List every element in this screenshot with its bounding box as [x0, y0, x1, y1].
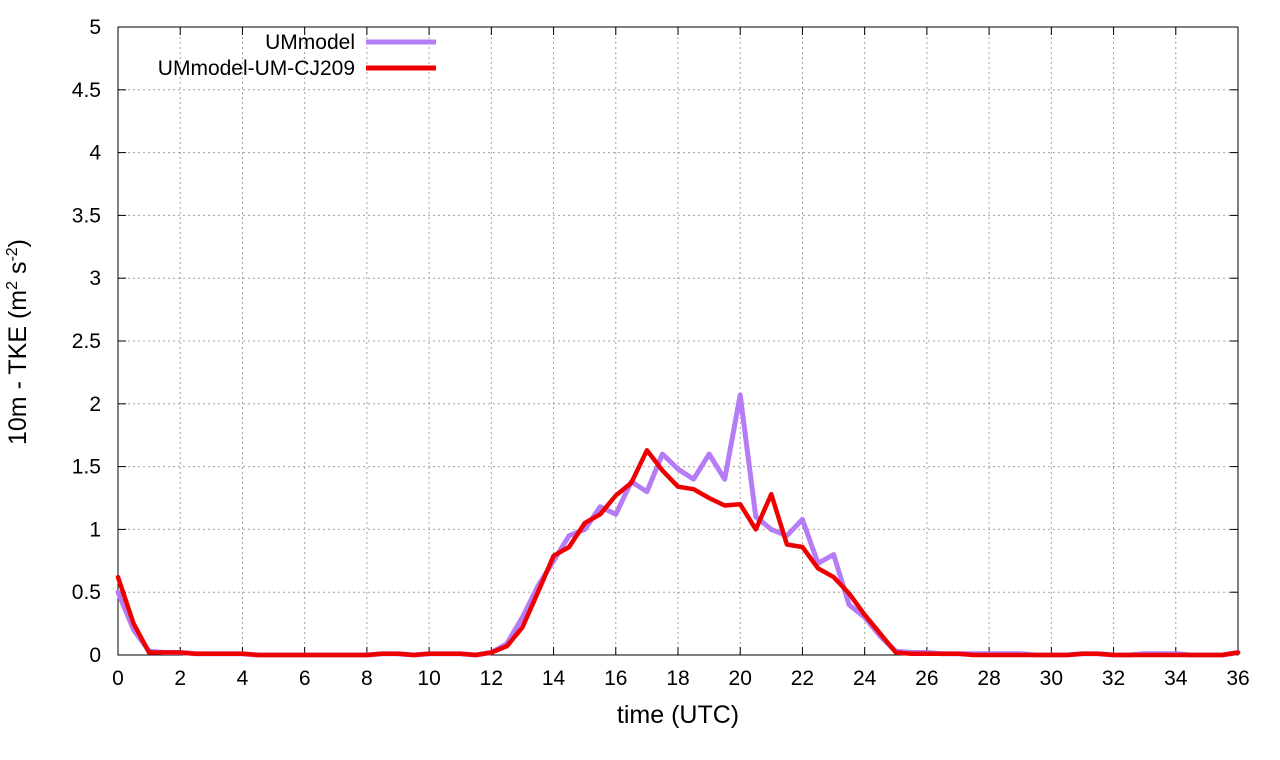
x-tick-label: 20	[729, 667, 752, 690]
legend-label-ummodel: UMmodel	[265, 31, 355, 54]
y-axis-label-main: 10m - TKE (m	[4, 290, 32, 445]
y-tick-label: 5	[89, 16, 101, 39]
y-tick-label: 3.5	[72, 204, 101, 227]
y-tick-label: 1	[89, 518, 101, 541]
axis-ticks: 0 2 4 6 8 10 12 14 16 18 20 22 24 26 28 30 32 34 3600.511.…	[72, 16, 1250, 690]
y-tick-label: 3	[89, 267, 101, 290]
y-tick-label: 4	[89, 142, 101, 165]
y-axis-label-end: )	[4, 239, 32, 247]
x-tick-label: 12	[480, 667, 503, 690]
x-tick-label: 34	[1164, 667, 1188, 690]
series-layer	[115, 392, 1241, 658]
y-tick-label: 1.5	[72, 456, 101, 479]
x-tick-label: 32	[1102, 667, 1125, 690]
legend-label-ummodel-um-cj209: UMmodel-UM-CJ209	[158, 57, 355, 80]
y-axis-label-sup-2: -2	[4, 247, 21, 261]
y-axis-label-mid: s	[4, 262, 32, 281]
y-tick-label: 2.5	[72, 330, 101, 353]
y-tick-label: 4.5	[72, 79, 101, 102]
x-tick-label: 2	[174, 667, 186, 690]
y-tick-label: 0.5	[72, 581, 101, 604]
x-tick-label: 26	[915, 667, 938, 690]
x-tick-label: 6	[299, 667, 311, 690]
x-tick-label: 10	[417, 667, 440, 690]
x-tick-label: 0	[112, 667, 124, 690]
y-tick-label: 2	[89, 393, 101, 416]
x-tick-label: 8	[361, 667, 373, 690]
y-tick-label: 0	[89, 644, 101, 667]
x-tick-label: 18	[666, 667, 689, 690]
series-line-ummodel-um-cj209	[115, 448, 1241, 658]
legend: UMmodel UMmodel-UM-CJ209	[158, 31, 436, 80]
x-tick-label: 4	[237, 667, 249, 690]
x-tick-label: 22	[791, 667, 814, 690]
y-axis-label: 10m - TKE (m2 s-2)	[4, 239, 32, 445]
x-tick-label: 14	[542, 667, 566, 690]
x-tick-label: 24	[853, 667, 877, 690]
grid-lines	[118, 27, 1238, 655]
y-axis-label-sup-1: 2	[4, 281, 21, 290]
x-tick-label: 36	[1226, 667, 1249, 690]
x-tick-label: 30	[1040, 667, 1063, 690]
x-tick-label: 16	[604, 667, 627, 690]
x-axis-label: time (UTC)	[617, 701, 739, 729]
x-tick-label: 28	[977, 667, 1000, 690]
